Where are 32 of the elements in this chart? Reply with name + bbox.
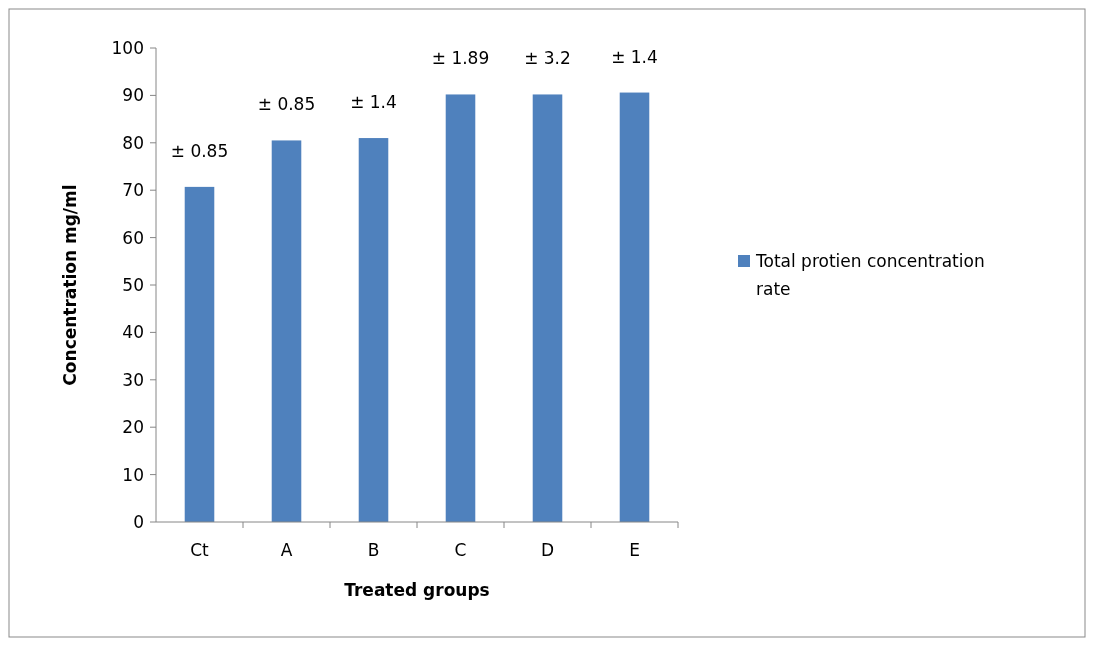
bar — [271, 140, 302, 522]
y-tick-label: 90 — [122, 85, 144, 106]
bar — [619, 92, 650, 522]
annotation: ± 3.2 — [524, 48, 571, 69]
bar — [358, 138, 389, 522]
y-axis-title: Concentration mg/ml — [60, 184, 80, 386]
y-tick-label: 70 — [122, 180, 144, 201]
annotation: ± 0.85 — [257, 94, 316, 115]
x-tick-label: B — [367, 540, 380, 560]
x-tick-label: E — [629, 540, 640, 560]
y-tick-label: 10 — [122, 464, 144, 485]
bar — [445, 94, 476, 522]
y-tick-label: 20 — [122, 417, 144, 438]
x-axis-title: Treated groups — [344, 580, 490, 600]
x-tick-label: A — [280, 540, 293, 560]
y-tick-label: 50 — [122, 274, 144, 295]
x-tick-label: Ct — [190, 540, 210, 560]
bar — [532, 94, 563, 522]
y-tick-label: 100 — [111, 37, 144, 58]
annotation: ± 1.4 — [611, 46, 658, 67]
y-tick-label: 40 — [122, 322, 144, 343]
y-tick-label: 30 — [122, 369, 144, 390]
annotation: ± 0.85 — [170, 140, 229, 161]
y-tick-label: 0 — [133, 511, 144, 532]
bar — [184, 186, 215, 522]
x-tick-label: D — [540, 540, 555, 560]
annotation: ± 1.4 — [350, 92, 397, 113]
y-tick-label: 60 — [122, 227, 144, 248]
y-tick-label: 80 — [122, 132, 144, 153]
annotation: ± 1.89 — [431, 48, 490, 69]
legend-label: Total protien concentration rate — [755, 251, 985, 299]
x-tick-label: C — [454, 540, 467, 560]
